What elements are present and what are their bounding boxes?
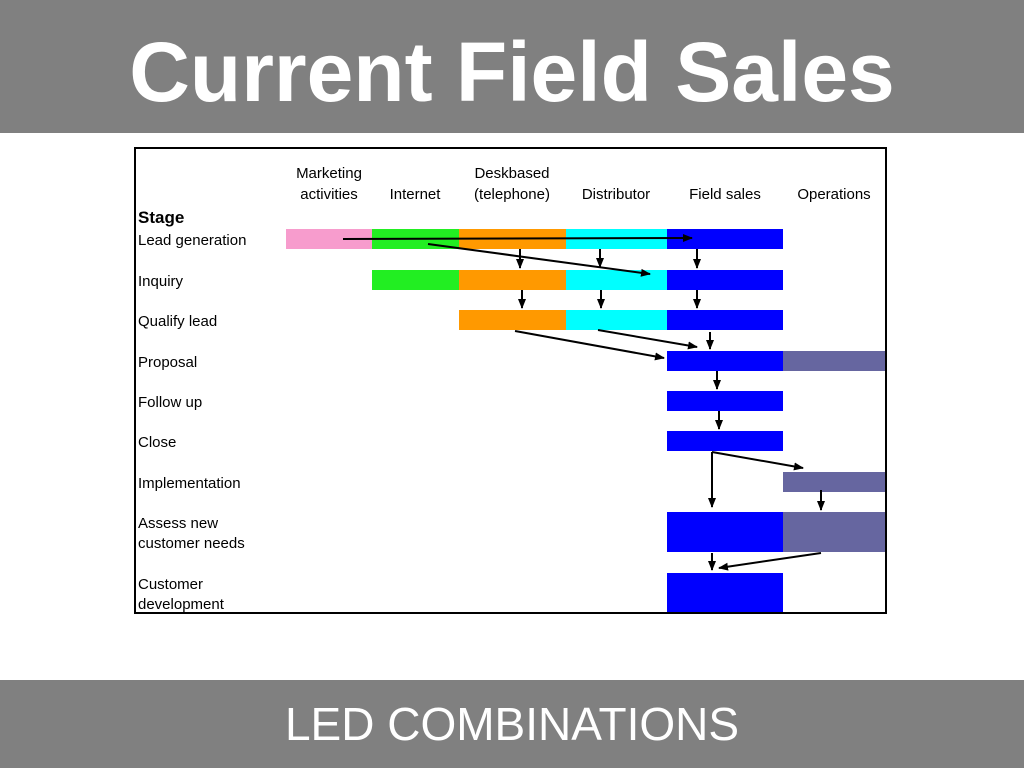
- arrow: [718, 552, 822, 571]
- arrow: [597, 329, 698, 350]
- arrow: [514, 330, 665, 361]
- row-label: development: [138, 596, 225, 613]
- slide-title: Current Field Sales: [129, 25, 895, 119]
- bar: [667, 391, 783, 411]
- row-label: Follow up: [138, 394, 202, 411]
- bar: [667, 310, 783, 330]
- row-label: Close: [138, 434, 176, 451]
- bar: [286, 229, 372, 249]
- footer-text: LED COMBINATIONS: [285, 698, 739, 750]
- column-header: (telephone): [474, 186, 550, 203]
- row-label: Proposal: [138, 354, 197, 371]
- bar: [667, 270, 783, 290]
- bar: [566, 310, 667, 330]
- row-label: Assess new: [138, 515, 218, 532]
- bar: [667, 351, 783, 371]
- stage-label: Stage: [138, 208, 184, 227]
- column-header: Marketing: [296, 165, 362, 182]
- bar: [566, 270, 667, 290]
- footer-band: [0, 680, 1024, 768]
- bar: [783, 472, 885, 492]
- bar: [783, 512, 885, 552]
- arrow: [427, 243, 651, 277]
- title-band: [0, 0, 1024, 133]
- bar: [667, 512, 783, 552]
- bar: [667, 573, 783, 612]
- arrows: [342, 234, 825, 571]
- bar: [459, 310, 566, 330]
- row-label: Qualify lead: [138, 313, 217, 330]
- row-label: Lead generation: [138, 232, 246, 249]
- bar: [459, 270, 566, 290]
- arrow: [711, 451, 804, 471]
- column-header: Internet: [390, 186, 442, 203]
- column-header: Deskbased: [474, 165, 549, 182]
- column-header: Field sales: [689, 186, 761, 203]
- column-header: Operations: [797, 186, 870, 203]
- diagram: Stage: [134, 147, 887, 614]
- column-header: Distributor: [582, 186, 650, 203]
- column-header: activities: [300, 186, 358, 203]
- bar: [783, 351, 885, 371]
- bar: [667, 229, 783, 249]
- row-label: Customer: [138, 576, 203, 593]
- bar: [667, 431, 783, 451]
- row-label: Inquiry: [138, 273, 184, 290]
- row-label: customer needs: [138, 535, 245, 552]
- bar: [372, 270, 459, 290]
- arrow: [342, 234, 693, 243]
- row-label: Implementation: [138, 475, 241, 492]
